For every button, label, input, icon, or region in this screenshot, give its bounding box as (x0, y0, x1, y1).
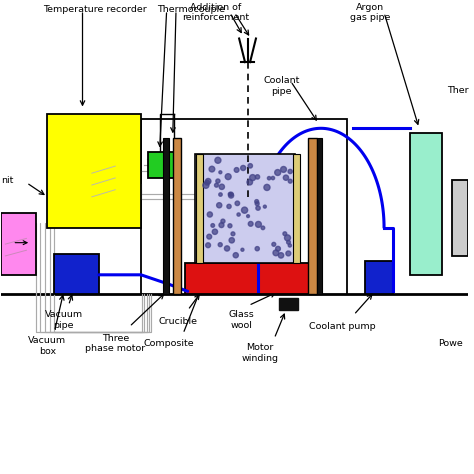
Bar (308, 138, 317, 294)
Point (205, 233, 213, 240)
Bar (141, 119, 346, 294)
Text: Thermocouple: Thermocouple (157, 5, 225, 14)
Bar (452, 180, 468, 256)
Point (261, 203, 269, 210)
Bar (365, 261, 393, 294)
Point (254, 200, 261, 208)
Point (228, 237, 236, 244)
Point (253, 198, 261, 205)
Point (246, 178, 254, 186)
Bar (0, 213, 36, 275)
Point (246, 162, 254, 170)
Bar (196, 155, 203, 263)
Point (218, 221, 225, 229)
Text: Composite: Composite (144, 338, 194, 347)
Point (244, 212, 252, 220)
Point (223, 245, 231, 252)
Point (204, 177, 212, 185)
Point (217, 168, 224, 176)
Bar (55, 254, 99, 294)
Point (284, 234, 292, 242)
Point (235, 211, 242, 219)
Point (215, 201, 223, 209)
Text: Vacuum
pipe: Vacuum pipe (45, 310, 83, 329)
Point (269, 174, 277, 182)
Point (234, 200, 241, 207)
Text: Motor
winding: Motor winding (242, 343, 279, 363)
Point (281, 230, 289, 237)
Text: Coolant
pipe: Coolant pipe (263, 76, 300, 96)
Text: Three
phase motor: Three phase motor (85, 334, 146, 353)
Point (217, 191, 224, 198)
Point (270, 240, 278, 248)
Text: Ther: Ther (447, 86, 469, 95)
Point (274, 245, 282, 253)
Bar (173, 138, 181, 294)
Point (284, 250, 292, 257)
Bar (410, 133, 443, 275)
Point (224, 173, 232, 181)
Bar (164, 138, 169, 294)
Point (218, 183, 226, 191)
Point (219, 218, 227, 225)
Point (211, 228, 219, 236)
Text: nit: nit (0, 175, 13, 184)
Point (239, 164, 247, 172)
Bar (47, 114, 141, 228)
Point (233, 166, 240, 174)
Bar (279, 299, 298, 310)
Bar (195, 155, 295, 263)
Point (228, 191, 235, 198)
Point (206, 210, 214, 218)
Text: Addition of
reinforcement: Addition of reinforcement (182, 3, 249, 22)
Point (232, 251, 239, 259)
Point (225, 202, 233, 210)
Point (226, 222, 234, 229)
Point (247, 220, 255, 228)
Point (229, 230, 237, 237)
Point (286, 168, 294, 175)
Point (202, 182, 210, 189)
Point (249, 174, 256, 182)
Point (277, 252, 285, 259)
Point (209, 222, 217, 229)
Bar (293, 155, 300, 263)
Point (285, 238, 292, 246)
Point (272, 249, 280, 256)
Point (263, 183, 271, 191)
Point (217, 241, 224, 248)
Point (280, 165, 287, 173)
Point (286, 177, 294, 185)
Bar (148, 152, 173, 178)
Point (259, 224, 267, 232)
Point (254, 204, 262, 212)
Point (214, 177, 222, 185)
Text: Glass
wool: Glass wool (228, 310, 255, 329)
Point (241, 206, 248, 214)
Point (282, 174, 290, 182)
Point (203, 179, 211, 186)
Bar (185, 263, 314, 294)
Point (254, 173, 261, 181)
Point (238, 246, 246, 254)
Text: Argon
gas pipe: Argon gas pipe (350, 3, 390, 22)
Point (254, 245, 261, 253)
Text: Powe: Powe (438, 338, 463, 347)
Point (226, 191, 234, 198)
Point (204, 241, 212, 249)
Text: Coolant pump: Coolant pump (309, 322, 375, 331)
Point (214, 156, 222, 164)
Point (265, 174, 273, 182)
Text: Temperature recorder: Temperature recorder (43, 5, 146, 14)
Point (274, 169, 282, 176)
Point (255, 220, 262, 228)
Text: Vacuum
box: Vacuum box (28, 336, 66, 356)
Point (208, 165, 216, 173)
Point (228, 191, 235, 199)
Text: Crucible: Crucible (159, 318, 198, 326)
Point (213, 182, 220, 189)
Point (286, 242, 293, 249)
Bar (317, 138, 322, 294)
